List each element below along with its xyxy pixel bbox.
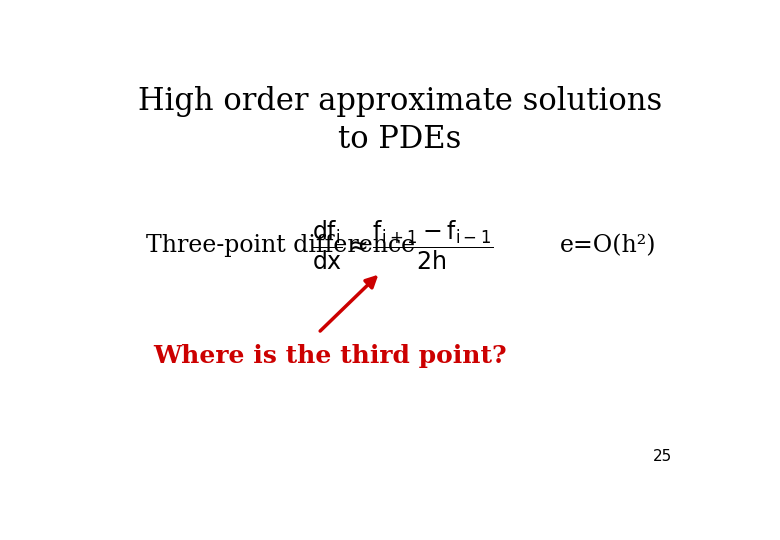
- Text: Three-point difference: Three-point difference: [146, 234, 415, 257]
- Text: 25: 25: [653, 449, 672, 464]
- Text: Where is the third point?: Where is the third point?: [154, 344, 507, 368]
- Text: e=O(h²): e=O(h²): [560, 234, 657, 257]
- Text: $\dfrac{\mathrm{df}_\mathrm{i}}{\mathrm{dx}} \approx \dfrac{\mathrm{f}_{\mathrm{: $\dfrac{\mathrm{df}_\mathrm{i}}{\mathrm{…: [312, 219, 494, 273]
- Text: High order approximate solutions
to PDEs: High order approximate solutions to PDEs: [137, 85, 662, 155]
